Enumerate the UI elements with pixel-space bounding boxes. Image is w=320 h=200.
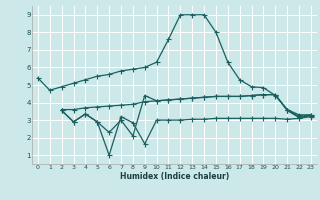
X-axis label: Humidex (Indice chaleur): Humidex (Indice chaleur) — [120, 172, 229, 181]
